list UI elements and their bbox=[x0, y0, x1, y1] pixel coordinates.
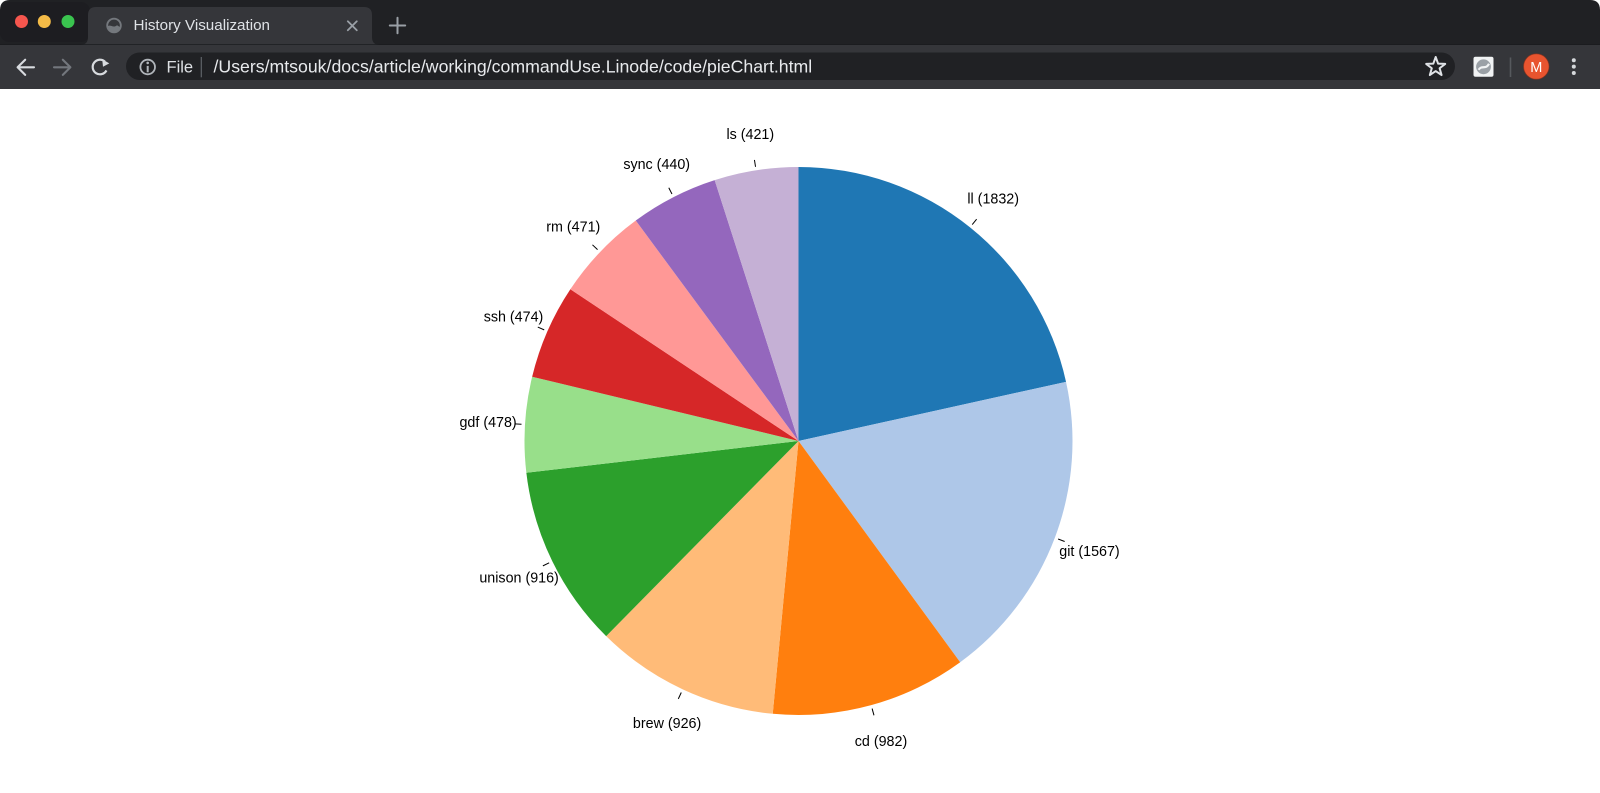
svg-text:git (1567): git (1567) bbox=[1059, 544, 1119, 560]
svg-text:ll (1832): ll (1832) bbox=[967, 192, 1019, 208]
svg-text:sync (440): sync (440) bbox=[623, 157, 690, 173]
svg-text:History Visualization: History Visualization bbox=[134, 17, 270, 34]
svg-text:ls (421): ls (421) bbox=[726, 127, 774, 143]
svg-text:gdf (478): gdf (478) bbox=[459, 415, 516, 431]
svg-text:rm (471): rm (471) bbox=[546, 220, 600, 236]
svg-text:brew (926): brew (926) bbox=[633, 716, 701, 732]
svg-text:M: M bbox=[1530, 60, 1542, 76]
svg-text:ssh (474): ssh (474) bbox=[484, 310, 544, 326]
svg-text:cd (982): cd (982) bbox=[855, 734, 907, 750]
svg-text:File: File bbox=[167, 59, 194, 77]
svg-text:/Users/mtsouk/docs/article/wor: /Users/mtsouk/docs/article/working/comma… bbox=[214, 57, 813, 77]
svg-text:unison (916): unison (916) bbox=[479, 571, 558, 587]
